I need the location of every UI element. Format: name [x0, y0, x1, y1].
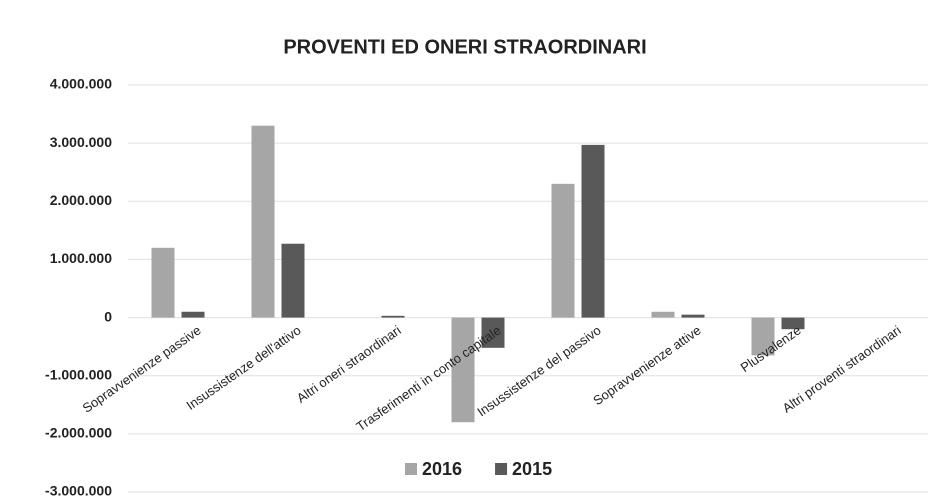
bar — [781, 317, 805, 330]
bar — [651, 311, 675, 318]
bar — [151, 247, 175, 318]
legend-label: 2015 — [512, 459, 552, 479]
bar — [751, 317, 775, 356]
y-tick-label: 1.000.000 — [50, 250, 112, 266]
legend-swatch — [495, 463, 508, 475]
bar — [681, 314, 705, 318]
bar — [551, 183, 575, 318]
bar — [281, 243, 305, 318]
y-tick-label: 4.000.000 — [50, 76, 112, 92]
y-tick-label: 0 — [104, 308, 112, 324]
chart-title: PROVENTI ED ONERI STRAORDINARI — [283, 36, 646, 58]
bar — [481, 317, 505, 348]
y-tick-label: 2.000.000 — [50, 192, 112, 208]
x-tick-label: Altri oneri straordinari — [294, 322, 404, 405]
y-tick-label: -3.000.000 — [45, 483, 112, 499]
bar — [581, 144, 605, 318]
legend-label: 2016 — [422, 459, 462, 479]
y-tick-label: -2.000.000 — [45, 425, 112, 441]
y-tick-label: -1.000.000 — [45, 366, 112, 382]
x-tick-label: Sopravvenienze attive — [590, 323, 703, 409]
legend-swatch — [405, 463, 417, 475]
bar — [451, 317, 475, 423]
bar — [251, 125, 275, 318]
bar — [381, 315, 405, 318]
bar — [181, 311, 205, 318]
y-tick-label: 3.000.000 — [50, 134, 112, 150]
